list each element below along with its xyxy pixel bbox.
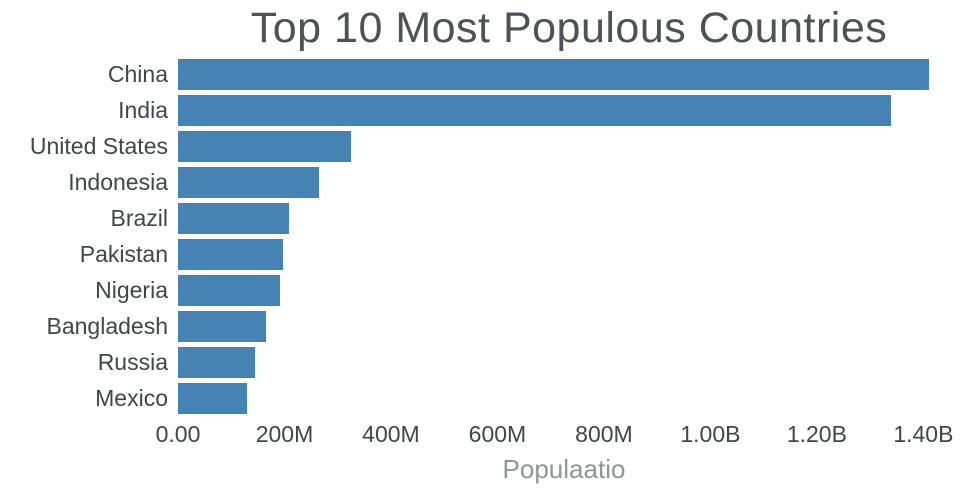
category-label-brazil: Brazil: [110, 204, 168, 231]
bar-track: [178, 166, 950, 198]
x-tick-label: 0.00: [155, 421, 201, 447]
chart-title: Top 10 Most Populous Countries: [250, 4, 888, 52]
bar-brazil: [178, 202, 290, 234]
bar-russia: [178, 346, 255, 378]
category-label-united-states: United States: [29, 132, 168, 159]
category-label-india: India: [118, 96, 168, 123]
bar-mexico: [178, 382, 247, 414]
bar-rows: China India United States Indonesia Brazil Pa…: [0, 56, 960, 416]
bar-track: [178, 130, 950, 162]
bar-pakistan: [178, 238, 283, 270]
bar-united-states: [178, 130, 351, 162]
category-label-indonesia: Indonesia: [68, 168, 168, 195]
bar-track: [178, 310, 950, 342]
x-tick-label: 200M: [255, 421, 314, 447]
bar-india: [178, 94, 891, 126]
x-axis: 0.00 200M 400M 600M 800M 1.00B 1.20B 1.40B: [156, 416, 954, 452]
chart-row: Brazil: [0, 200, 960, 236]
x-tick-label: 1.20B: [786, 421, 847, 447]
bar-track: [178, 346, 950, 378]
chart-row: Mexico: [0, 380, 960, 416]
chart-row: India: [0, 92, 960, 128]
x-tick-label: 800M: [575, 421, 633, 447]
chart-row: Pakistan: [0, 236, 960, 272]
category-label-bangladesh: Bangladesh: [46, 312, 169, 339]
category-label-mexico: Mexico: [95, 384, 168, 411]
chart-row: United States: [0, 128, 960, 164]
bar-track: [178, 202, 950, 234]
bar-china: [178, 58, 929, 90]
x-tick-label: 600M: [468, 421, 527, 447]
bar-track: [178, 94, 950, 126]
category-label-russia: Russia: [97, 348, 168, 375]
x-tick-label: 1.00B: [680, 421, 741, 447]
chart-row: Russia: [0, 344, 960, 380]
x-axis-label: Populaatio: [502, 454, 626, 484]
bar-bangladesh: [178, 310, 266, 342]
category-label-nigeria: Nigeria: [95, 276, 168, 303]
chart-row: Nigeria: [0, 272, 960, 308]
bar-track: [178, 382, 950, 414]
bar-nigeria: [178, 274, 280, 306]
category-label-china: China: [107, 60, 168, 87]
bar-indonesia: [178, 166, 319, 198]
x-tick-label: 1.40B: [893, 421, 954, 447]
chart-row: China: [0, 56, 960, 92]
x-tick-label: 400M: [362, 421, 420, 447]
chart-row: Bangladesh: [0, 308, 960, 344]
bar-track: [178, 238, 950, 270]
bar-track: [178, 58, 950, 90]
bar-track: [178, 274, 950, 306]
category-label-pakistan: Pakistan: [79, 240, 168, 267]
chart-row: Indonesia: [0, 164, 960, 200]
